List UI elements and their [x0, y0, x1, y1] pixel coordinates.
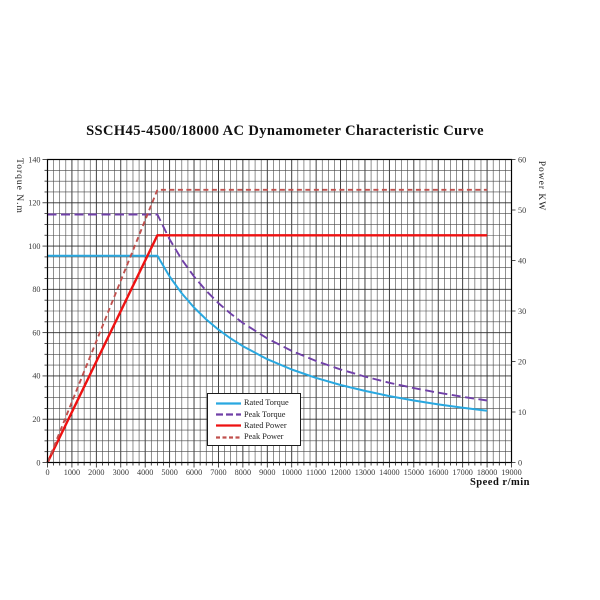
x-tick-label: 16000 [428, 468, 448, 477]
y-right-tick-label: 40 [518, 256, 526, 265]
x-tick-label: 1000 [64, 468, 80, 477]
x-tick-label: 10000 [281, 468, 301, 477]
y-right-tick-label: 50 [518, 206, 526, 215]
x-tick-label: 13000 [355, 468, 375, 477]
y-left-tick-label: 40 [32, 372, 40, 381]
rated-power-swatch-icon [216, 424, 241, 428]
x-tick-label: 11000 [306, 468, 326, 477]
legend-item-peak-torque: Peak Torque [215, 409, 300, 420]
peak-power-curve [46, 188, 488, 463]
x-tick-label: 4000 [137, 468, 153, 477]
y-left-tick-label: 20 [32, 415, 40, 424]
y-right-tick-label: 20 [518, 357, 526, 366]
legend-label: Rated Torque [244, 398, 289, 408]
x-tick-label: 5000 [161, 468, 177, 477]
x-tick-label: 2000 [88, 468, 104, 477]
x-tick-label: 14000 [379, 468, 399, 477]
rated-torque-curve [47, 254, 488, 412]
x-tick-label: 3000 [113, 468, 129, 477]
axis-ticks-and-labels: 0 1000 2000 3000 4000 5000 6000 7000 8000 9000 100… [28, 155, 526, 477]
peak-power-swatch-icon [216, 436, 241, 439]
x-tick-label: 15000 [404, 468, 424, 477]
x-tick-label: 18000 [477, 468, 497, 477]
grid [47, 159, 512, 463]
y-right-tick-label: 60 [518, 155, 526, 164]
y-left-tick-label: 80 [32, 285, 40, 294]
legend-item-rated-torque: Rated Torque [215, 398, 300, 409]
y-left-tick-label: 140 [28, 155, 40, 164]
y-left-tick-label: 120 [28, 199, 40, 208]
legend-label: Rated Power [244, 420, 287, 430]
chart-title: SSCH45-4500/18000 AC Dynamometer Charact… [86, 123, 484, 139]
y-right-tick-label: 0 [518, 458, 522, 467]
x-tick-label: 17000 [452, 468, 472, 477]
y-right-tick-label: 30 [518, 307, 526, 316]
x-tick-label: 12000 [330, 468, 350, 477]
x-tick-label: 19000 [501, 468, 521, 477]
rated-torque-swatch-icon [216, 402, 241, 405]
x-tick-label: 6000 [186, 468, 202, 477]
power-axis-label: Power KW [536, 160, 546, 212]
x-tick-label: 7000 [210, 468, 226, 477]
series [46, 188, 488, 464]
torque-axis-label: Torque N.m [14, 158, 24, 214]
legend-item-peak-power: Peak Power [215, 432, 300, 443]
y-left-tick-label: 100 [28, 242, 40, 251]
y-left-tick-label: 60 [32, 328, 40, 337]
y-left-tick-label: 0 [36, 458, 40, 467]
legend-label: Peak Torque [244, 409, 286, 419]
peak-torque-curve [47, 213, 488, 402]
x-tick-label: 8000 [235, 468, 251, 477]
x-tick-label: 0 [45, 468, 49, 477]
legend: Rated Torque Peak Torque Rated Power Pea… [207, 393, 301, 446]
legend-item-rated-power: Rated Power [215, 420, 300, 431]
peak-torque-swatch-icon [216, 413, 241, 416]
speed-axis-label: Speed r/min [469, 477, 530, 488]
rated-power-curve [46, 234, 488, 464]
x-tick-label: 9000 [259, 468, 275, 477]
legend-label: Peak Power [244, 432, 284, 441]
y-right-tick-label: 10 [518, 408, 526, 417]
